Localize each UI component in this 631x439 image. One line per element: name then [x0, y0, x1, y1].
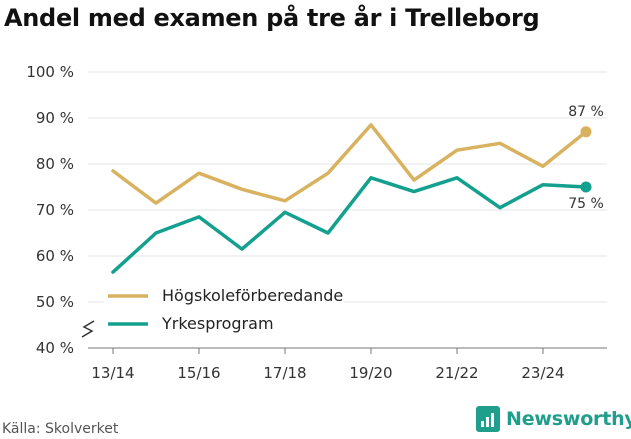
source-note: Källa: Skolverket	[2, 421, 119, 437]
legend: Högskoleförberedande Yrkesprogram	[104, 284, 344, 336]
x-tick-label: 17/18	[263, 364, 306, 382]
series-end-point-2	[580, 181, 592, 193]
series-end-label: 87 %	[568, 104, 604, 120]
chart-title: Andel med examen på tre år i Trelleborg	[4, 4, 540, 32]
y-tick-label: 40 %	[36, 339, 74, 357]
x-tick-label: 13/14	[91, 364, 134, 382]
series-line-2	[111, 176, 588, 274]
gridlines	[88, 71, 607, 303]
y-tick-label: 50 %	[36, 293, 74, 311]
legend-label: Högskoleförberedande	[162, 286, 343, 305]
y-tick-label: 70 %	[36, 201, 74, 219]
series-layer: 87 % 75 %	[111, 104, 604, 274]
y-tick-label: 60 %	[36, 247, 74, 265]
legend-label: Yrkesprogram	[161, 314, 274, 333]
y-axis-break-mark	[81, 320, 95, 338]
series-end-point-1	[580, 126, 592, 138]
x-axis: 13/14 15/16 17/18 19/20 21/22 23/24	[81, 320, 607, 382]
y-tick-label: 100 %	[26, 63, 74, 81]
newsworthy-logo-icon	[476, 406, 500, 432]
x-tick-label: 19/20	[349, 364, 392, 382]
x-tick-label: 15/16	[177, 364, 220, 382]
y-axis-ticks: 40 % 50 % 60 % 70 % 80 % 90 % 100 %	[26, 63, 74, 357]
x-tick-label: 21/22	[435, 364, 478, 382]
y-tick-label: 90 %	[36, 109, 74, 127]
series-end-label: 75 %	[568, 196, 604, 212]
brand[interactable]: Newsworthy	[476, 406, 631, 432]
y-tick-label: 80 %	[36, 155, 74, 173]
x-tick-label: 23/24	[521, 364, 564, 382]
series-line-1	[111, 123, 588, 205]
brand-name: Newsworthy	[506, 408, 631, 430]
